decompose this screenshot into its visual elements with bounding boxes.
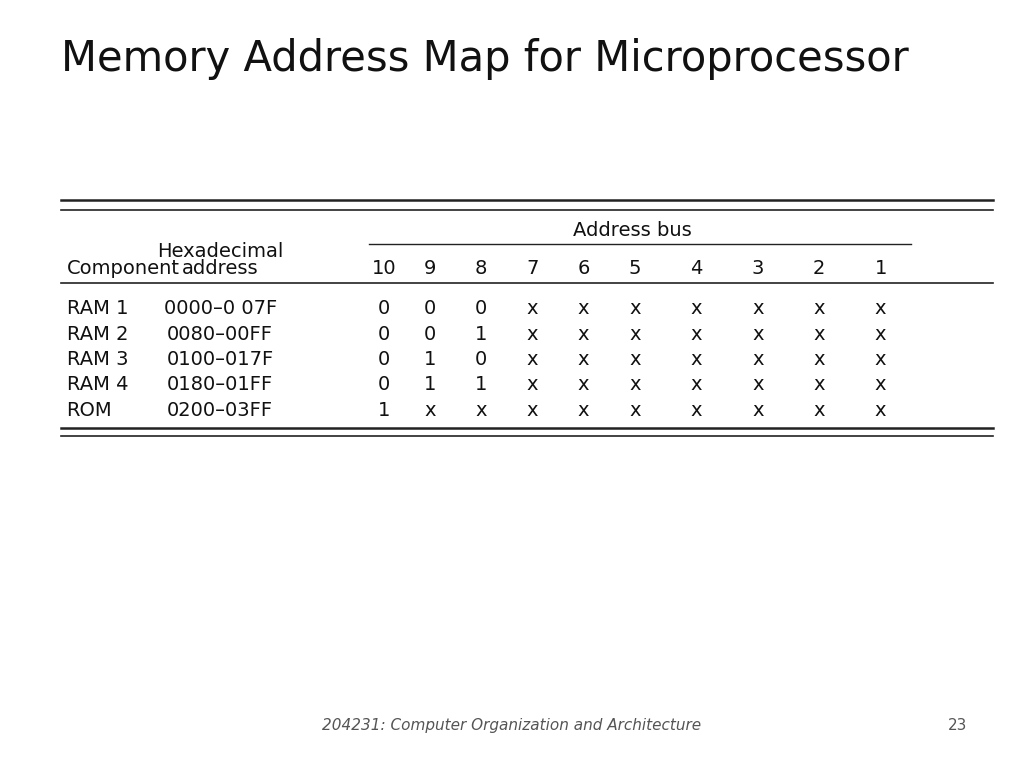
Text: 6: 6 — [578, 260, 590, 278]
Text: 0100–017F: 0100–017F — [167, 350, 273, 369]
Text: 10: 10 — [372, 260, 396, 278]
Text: x: x — [629, 350, 641, 369]
Text: 0: 0 — [475, 350, 487, 369]
Text: 0: 0 — [378, 300, 390, 318]
Text: Address bus: Address bus — [573, 221, 691, 240]
Text: 0: 0 — [475, 300, 487, 318]
Text: x: x — [690, 325, 702, 343]
Text: 1: 1 — [475, 376, 487, 394]
Text: 0000–0 07F: 0000–0 07F — [164, 300, 276, 318]
Text: x: x — [526, 300, 539, 318]
Text: x: x — [874, 401, 887, 419]
Text: x: x — [813, 350, 825, 369]
Text: 4: 4 — [690, 260, 702, 278]
Text: x: x — [629, 325, 641, 343]
Text: 1: 1 — [378, 401, 390, 419]
Text: x: x — [690, 401, 702, 419]
Text: x: x — [690, 376, 702, 394]
Text: x: x — [813, 376, 825, 394]
Text: 0080–00FF: 0080–00FF — [167, 325, 273, 343]
Text: x: x — [813, 300, 825, 318]
Text: 0200–03FF: 0200–03FF — [167, 401, 273, 419]
Text: 7: 7 — [526, 260, 539, 278]
Text: 0: 0 — [378, 350, 390, 369]
Text: x: x — [874, 325, 887, 343]
Text: 0180–01FF: 0180–01FF — [167, 376, 273, 394]
Text: x: x — [578, 401, 590, 419]
Text: x: x — [526, 350, 539, 369]
Text: x: x — [475, 401, 487, 419]
Text: 8: 8 — [475, 260, 487, 278]
Text: 5: 5 — [629, 260, 641, 278]
Text: x: x — [424, 401, 436, 419]
Text: x: x — [752, 325, 764, 343]
Text: x: x — [526, 376, 539, 394]
Text: 9: 9 — [424, 260, 436, 278]
Text: address: address — [182, 260, 258, 278]
Text: RAM 1: RAM 1 — [67, 300, 128, 318]
Text: x: x — [813, 401, 825, 419]
Text: Memory Address Map for Microprocessor: Memory Address Map for Microprocessor — [61, 38, 909, 81]
Text: RAM 4: RAM 4 — [67, 376, 128, 394]
Text: x: x — [578, 350, 590, 369]
Text: ROM: ROM — [67, 401, 113, 419]
Text: 1: 1 — [874, 260, 887, 278]
Text: x: x — [874, 376, 887, 394]
Text: x: x — [629, 376, 641, 394]
Text: 1: 1 — [424, 376, 436, 394]
Text: x: x — [578, 325, 590, 343]
Text: x: x — [874, 350, 887, 369]
Text: x: x — [578, 300, 590, 318]
Text: 0: 0 — [378, 376, 390, 394]
Text: x: x — [578, 376, 590, 394]
Text: x: x — [629, 300, 641, 318]
Text: x: x — [752, 350, 764, 369]
Text: 1: 1 — [475, 325, 487, 343]
Text: 0: 0 — [378, 325, 390, 343]
Text: x: x — [752, 376, 764, 394]
Text: 1: 1 — [424, 350, 436, 369]
Text: x: x — [690, 350, 702, 369]
Text: Component: Component — [67, 260, 179, 278]
Text: Hexadecimal: Hexadecimal — [157, 243, 284, 261]
Text: x: x — [752, 401, 764, 419]
Text: 204231: Computer Organization and Architecture: 204231: Computer Organization and Archit… — [323, 718, 701, 733]
Text: RAM 2: RAM 2 — [67, 325, 128, 343]
Text: RAM 3: RAM 3 — [67, 350, 128, 369]
Text: x: x — [874, 300, 887, 318]
Text: x: x — [526, 325, 539, 343]
Text: 3: 3 — [752, 260, 764, 278]
Text: 2: 2 — [813, 260, 825, 278]
Text: x: x — [690, 300, 702, 318]
Text: x: x — [629, 401, 641, 419]
Text: 0: 0 — [424, 325, 436, 343]
Text: 0: 0 — [424, 300, 436, 318]
Text: x: x — [526, 401, 539, 419]
Text: x: x — [752, 300, 764, 318]
Text: x: x — [813, 325, 825, 343]
Text: 23: 23 — [948, 718, 967, 733]
